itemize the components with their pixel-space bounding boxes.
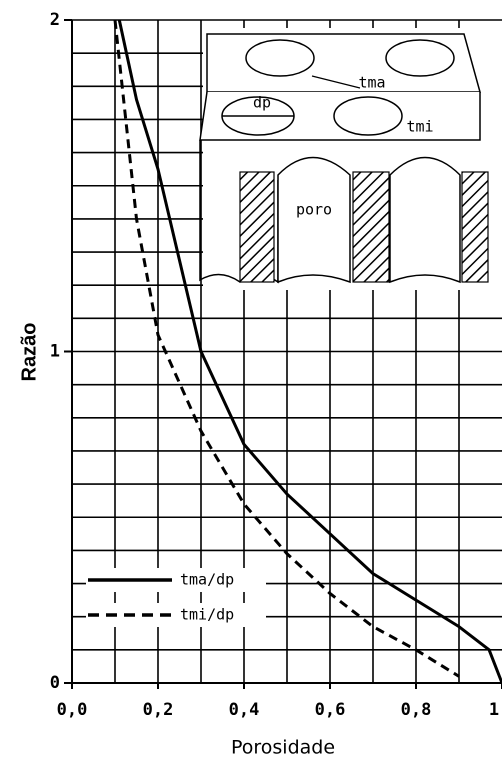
x-tick-label: 0,2: [143, 700, 174, 720]
x-tick-label: 0,6: [315, 700, 346, 720]
y-tick-label: 1: [50, 342, 60, 362]
x-tick-label: 0,0: [57, 700, 88, 720]
x-tick-label: 1: [489, 700, 499, 720]
x-axis-label: Porosidade: [231, 737, 335, 759]
x-tick-label: 0,4: [229, 700, 260, 720]
inset-label: tma: [358, 74, 385, 92]
inset-label: poro: [296, 201, 332, 219]
chart: Razão Porosidade dp tma tmi poro 0,0 0,2 0…: [0, 0, 502, 766]
y-tick-label: 0: [50, 673, 60, 693]
legend-label: tma/dp: [180, 571, 234, 589]
x-tick-label: 0,8: [401, 700, 432, 720]
legend-label: tmi/dp: [180, 606, 234, 624]
y-axis-label: Razão: [18, 323, 40, 382]
inset-label: dp: [253, 94, 271, 112]
y-tick-label: 2: [50, 10, 60, 30]
inset-diagram: dp tma tmi poro: [200, 28, 502, 290]
inset-label: tmi: [406, 118, 433, 136]
